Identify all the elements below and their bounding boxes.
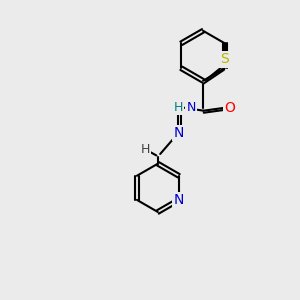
Text: S: S — [220, 52, 229, 67]
Text: N: N — [174, 193, 184, 207]
Text: O: O — [224, 101, 236, 115]
Text: H: H — [141, 143, 150, 156]
Text: N: N — [186, 101, 196, 114]
Text: N: N — [173, 126, 184, 140]
Text: H: H — [174, 101, 183, 114]
